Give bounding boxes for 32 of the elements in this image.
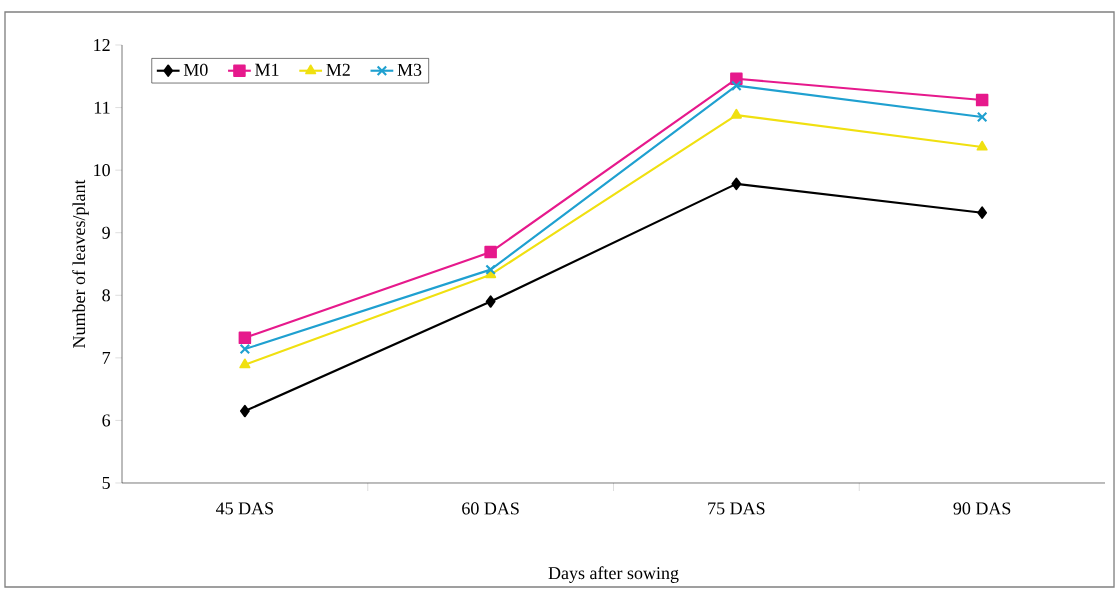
legend-label: M1 xyxy=(255,63,279,76)
y-tick-label: 8 xyxy=(102,289,110,302)
point xyxy=(731,80,742,91)
point xyxy=(731,177,742,191)
x-tick-label: 90 DAS xyxy=(953,502,1011,515)
point xyxy=(485,264,496,275)
x-tick-label: 45 DAS xyxy=(215,502,273,515)
y-axis-title: Number of leaves/plant xyxy=(72,179,89,348)
point xyxy=(976,140,988,151)
legend-label: M2 xyxy=(326,63,350,76)
point xyxy=(239,358,251,369)
y-tick-label: 12 xyxy=(94,39,110,51)
legend-label: M0 xyxy=(183,63,208,76)
y-tick-label: 5 xyxy=(102,477,110,489)
point xyxy=(484,245,497,259)
y-tick-label: 7 xyxy=(102,351,111,364)
point xyxy=(977,111,988,122)
point xyxy=(239,404,250,418)
x-axis-title: Days after sowing xyxy=(548,566,679,583)
x-tick-label: 75 DAS xyxy=(708,502,765,515)
point xyxy=(238,331,252,345)
point xyxy=(975,93,989,107)
y-tick-label: 6 xyxy=(102,414,111,427)
y-tick-label: 9 xyxy=(102,226,110,239)
point xyxy=(730,108,742,119)
x-tick-label: 60 DAS xyxy=(462,502,519,515)
point xyxy=(977,206,988,219)
legend-label: M3 xyxy=(397,63,422,76)
y-tick-label: 10 xyxy=(94,164,110,177)
point xyxy=(485,295,496,308)
y-tick-label: 11 xyxy=(94,101,110,114)
point xyxy=(239,344,250,355)
